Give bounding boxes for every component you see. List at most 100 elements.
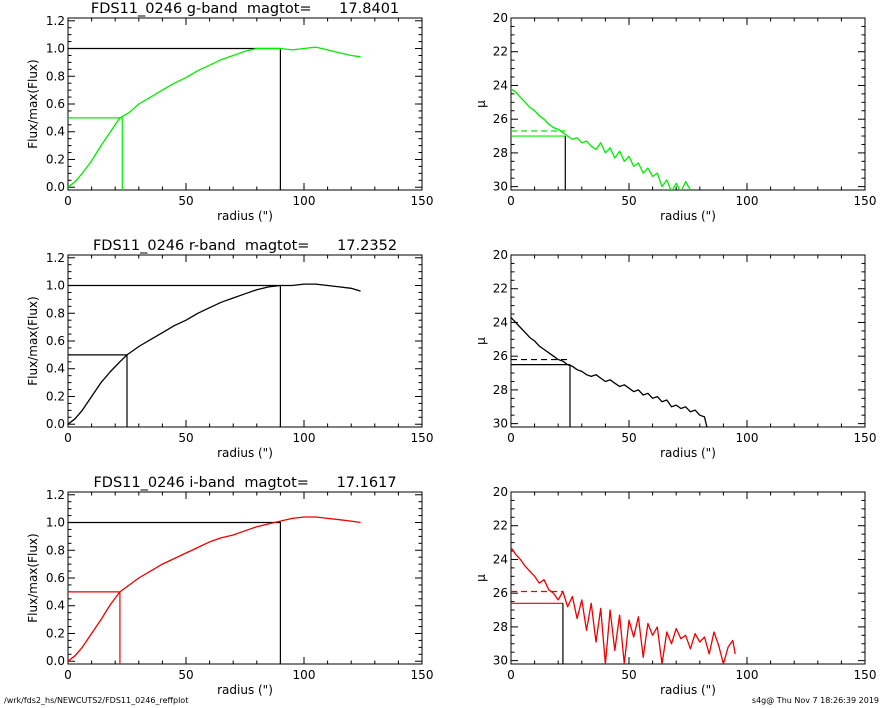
y-tick-label: 22 — [493, 45, 508, 59]
panel-6: 0 50 100 150 20 22 24 26 28 30 radius (") μ — [474, 485, 876, 697]
panel-3: 0 50 100 150 0.0 0.2 0.4 0.6 0.8 1.0 1.2 radius (")… — [26, 238, 433, 460]
y-axis-label: μ — [474, 574, 488, 582]
y-tick-label: 30 — [493, 654, 508, 668]
y-tick-label: 1.0 — [46, 279, 65, 293]
x-tick-label: 50 — [178, 431, 193, 445]
y-axis-label: Flux/max(Flux) — [26, 59, 40, 148]
x-tick-label: 50 — [178, 194, 193, 208]
x-axis-label: radius (") — [660, 446, 716, 460]
y-tick-label: 0.8 — [46, 69, 65, 83]
axes-frame — [67, 491, 423, 665]
y-tick-label: 0.8 — [46, 306, 65, 320]
y-tick-label: 0.4 — [46, 362, 65, 376]
x-tick-label: 150 — [854, 431, 877, 445]
y-tick-label: 0.4 — [46, 125, 65, 139]
y-tick-label: 1.2 — [46, 251, 65, 265]
x-axis-label: radius (") — [217, 446, 273, 460]
x-tick-label: 50 — [621, 668, 636, 682]
y-tick-label: 1.2 — [46, 488, 65, 502]
total-radius-guide — [68, 521, 281, 664]
y-tick-label: 28 — [493, 383, 508, 397]
y-tick-label: 1.2 — [46, 14, 65, 28]
y-tick-label: 0.2 — [46, 152, 65, 166]
x-axis-label: radius (") — [217, 683, 273, 697]
y-tick-label: 26 — [493, 586, 508, 600]
x-tick-label: 150 — [411, 668, 434, 682]
x-tick-label: 150 — [854, 668, 877, 682]
panel-title: FDS11_0246 r-band magtot= 17.2352 — [93, 238, 397, 254]
y-tick-label: 0.2 — [46, 389, 65, 403]
total-radius-guide — [68, 284, 281, 427]
y-tick-label: 1.0 — [46, 516, 65, 530]
y-tick-label: 20 — [493, 485, 508, 499]
x-tick-label: 0 — [507, 194, 515, 208]
y-tick-label: 30 — [493, 180, 508, 194]
axes-frame — [510, 491, 866, 665]
growth-curve-line — [68, 516, 361, 662]
y-axis-label: Flux/max(Flux) — [26, 296, 40, 385]
y-tick-label: 0.8 — [46, 543, 65, 557]
y-tick-label: 26 — [493, 349, 508, 363]
x-tick-label: 100 — [736, 194, 759, 208]
y-tick-label: 0.4 — [46, 599, 65, 613]
surface-brightness-line — [511, 316, 708, 427]
y-tick-label: 1.0 — [46, 42, 65, 56]
y-axis-label: μ — [474, 337, 488, 345]
panel-title: FDS11_0246 g-band magtot= 17.8401 — [91, 1, 399, 17]
y-tick-label: 22 — [493, 519, 508, 533]
surface-brightness-line — [511, 547, 736, 664]
x-axis-label: radius (") — [217, 209, 273, 223]
axes-frame — [510, 17, 866, 191]
x-tick-label: 100 — [293, 668, 316, 682]
x-tick-label: 0 — [507, 668, 515, 682]
panel-title: FDS11_0246 i-band magtot= 17.1617 — [93, 475, 396, 491]
y-tick-label: 22 — [493, 282, 508, 296]
x-tick-label: 0 — [64, 194, 72, 208]
y-tick-label: 0.6 — [46, 97, 65, 111]
surface-brightness-line — [511, 88, 691, 190]
half-light-guide — [68, 117, 123, 190]
x-tick-label: 50 — [178, 668, 193, 682]
x-tick-label: 150 — [854, 194, 877, 208]
growth-curve-line — [68, 283, 361, 425]
panel-5: 0 50 100 150 0.0 0.2 0.4 0.6 0.8 1.0 1.2 radius (")… — [26, 475, 433, 697]
y-tick-label: 30 — [493, 417, 508, 431]
y-axis-label: μ — [474, 100, 488, 108]
y-tick-label: 0.6 — [46, 334, 65, 348]
panel-1: 0 50 100 150 0.0 0.2 0.4 0.6 0.8 1.0 1.2 radius (")… — [26, 1, 433, 223]
x-axis-label: radius (") — [660, 683, 716, 697]
x-tick-label: 0 — [64, 431, 72, 445]
x-tick-label: 150 — [411, 194, 434, 208]
y-tick-label: 20 — [493, 248, 508, 262]
x-tick-label: 50 — [621, 431, 636, 445]
footer-timestamp: s4g@ Thu Nov 7 18:26:39 2019 — [751, 696, 879, 705]
y-tick-label: 0.0 — [46, 180, 65, 194]
y-tick-label: 20 — [493, 11, 508, 25]
x-tick-label: 100 — [736, 431, 759, 445]
y-tick-label: 26 — [493, 112, 508, 126]
x-tick-label: 100 — [736, 668, 759, 682]
x-tick-label: 150 — [411, 431, 434, 445]
total-radius-guide — [68, 47, 281, 190]
x-tick-label: 0 — [507, 431, 515, 445]
x-tick-label: 100 — [293, 194, 316, 208]
y-tick-label: 0.0 — [46, 417, 65, 431]
y-tick-label: 28 — [493, 146, 508, 160]
x-tick-label: 50 — [621, 194, 636, 208]
panel-2: 0 50 100 150 20 22 24 26 28 30 radius (") μ — [474, 11, 876, 223]
axes-frame — [510, 254, 866, 428]
panel-4: 0 50 100 150 20 22 24 26 28 30 radius (") μ — [474, 248, 876, 460]
x-tick-label: 0 — [64, 668, 72, 682]
y-tick-label: 0.2 — [46, 626, 65, 640]
y-tick-label: 0.0 — [46, 654, 65, 668]
y-tick-label: 24 — [493, 78, 508, 92]
y-tick-label: 0.6 — [46, 571, 65, 585]
axes-frame — [67, 17, 423, 191]
axes-frame — [67, 254, 423, 428]
x-axis-label: radius (") — [660, 209, 716, 223]
growth-curve-line — [68, 46, 361, 188]
y-tick-label: 24 — [493, 552, 508, 566]
y-tick-label: 28 — [493, 620, 508, 634]
x-tick-label: 100 — [293, 431, 316, 445]
